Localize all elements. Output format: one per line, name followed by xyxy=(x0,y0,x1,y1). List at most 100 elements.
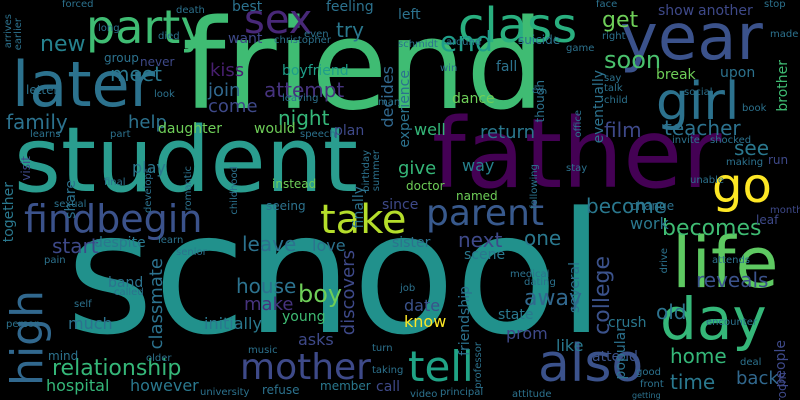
word-old: old xyxy=(656,300,687,324)
word-dating: dating xyxy=(524,277,556,288)
word-senior: senior xyxy=(176,247,207,258)
word-way: way xyxy=(462,156,495,175)
word-band: band xyxy=(108,275,144,291)
word-call: call xyxy=(376,379,401,395)
word-girl: girl xyxy=(656,72,740,132)
word-music: music xyxy=(248,345,278,356)
word-help: help xyxy=(128,112,167,133)
word-know: know xyxy=(404,312,447,331)
word-next: next xyxy=(458,228,503,252)
word-school: school xyxy=(66,176,605,372)
word-front: front xyxy=(640,379,664,390)
word-return: return xyxy=(480,122,536,143)
word-learn: learn xyxy=(158,235,184,246)
word-several: several xyxy=(567,262,583,314)
word-classmate: classmate xyxy=(146,258,167,350)
word-deal: deal xyxy=(740,357,762,368)
word-schmidt: schmidt xyxy=(398,39,438,50)
word-much: much xyxy=(68,314,113,333)
word-right: right xyxy=(602,31,626,42)
word-plan: plan xyxy=(334,123,365,139)
word-video: video xyxy=(410,389,438,400)
word-around: around xyxy=(446,37,482,48)
word-hospital: hospital xyxy=(46,376,110,395)
word-group: group xyxy=(104,51,139,65)
word-good: good xyxy=(636,367,661,378)
word-young: young xyxy=(282,309,326,325)
word-say: say xyxy=(604,73,622,84)
word-day: day xyxy=(660,285,767,353)
word-christopher: christopher xyxy=(274,35,331,46)
word-try: try xyxy=(336,18,364,42)
word-boyfriend: boyfriend xyxy=(282,63,349,79)
word-dance: dance xyxy=(452,91,495,107)
word-friendship: friendship xyxy=(457,286,473,356)
word-talk: talk xyxy=(604,83,623,94)
word-older: older xyxy=(146,353,172,364)
word-family: family xyxy=(6,110,68,134)
word-reveals: reveals xyxy=(696,268,769,292)
word-parent: parent xyxy=(426,193,545,234)
word-run: run xyxy=(768,153,789,167)
word-meet: meet xyxy=(110,62,162,86)
word-house: house xyxy=(236,274,297,298)
word-job: job xyxy=(400,283,416,294)
word-sister: sister xyxy=(392,235,431,251)
word-break: break xyxy=(656,67,696,83)
word-game: game xyxy=(566,43,595,54)
word-getting: getting xyxy=(632,391,661,400)
word-death: death xyxy=(176,5,205,16)
word-room: room xyxy=(775,372,789,400)
word-visit: visit xyxy=(19,156,33,181)
word-work: work xyxy=(630,214,669,233)
word-teacher: teacher xyxy=(664,116,741,140)
word-one: one xyxy=(524,226,562,250)
word-develops: develops xyxy=(143,168,154,214)
word-play: play xyxy=(132,158,166,177)
word-leaf: leaf xyxy=(756,213,779,227)
word-another: another xyxy=(698,3,753,19)
word-turn: turn xyxy=(372,343,393,354)
word-called: called xyxy=(114,287,144,298)
word-join: join xyxy=(208,80,241,101)
word-instead: instead xyxy=(272,177,317,191)
word-part: part xyxy=(110,129,131,140)
word-making: making xyxy=(726,157,764,168)
word-leave: leave xyxy=(242,232,297,256)
word-would: would xyxy=(254,121,296,137)
word-drive: drive xyxy=(659,248,670,274)
word-new: new xyxy=(40,32,86,57)
word-childhood: childhood xyxy=(229,166,240,215)
word-tell: tell xyxy=(408,342,474,391)
word-upon: upon xyxy=(720,65,756,81)
word-summer: summer xyxy=(371,150,382,192)
word-start: start xyxy=(52,234,99,258)
word-like: like xyxy=(556,336,584,355)
word-crush: crush xyxy=(608,315,647,331)
word-never: never xyxy=(140,55,175,69)
word-night: night xyxy=(278,106,330,130)
word-discovers: discovers xyxy=(338,250,359,336)
word-since: since xyxy=(382,197,419,213)
word-unable: unable xyxy=(690,175,725,186)
word-boy: boy xyxy=(298,280,343,308)
word-class: class xyxy=(458,0,578,54)
word-best: best xyxy=(232,0,263,15)
word-ex: ex xyxy=(532,85,544,96)
word-feeling: feeling xyxy=(326,0,374,15)
word-seeing: seeing xyxy=(266,199,306,213)
word-learns: learns xyxy=(30,129,61,140)
word-medical: medical xyxy=(510,269,550,280)
word-sex: sex xyxy=(244,0,313,43)
word-soon: soon xyxy=(604,46,662,74)
word-year: year xyxy=(620,1,763,75)
word-refuse: refuse xyxy=(262,383,300,397)
word-university: university xyxy=(200,387,250,398)
word-experience: experience xyxy=(397,70,413,148)
word-together: together xyxy=(1,182,17,243)
word-even: even xyxy=(304,29,329,40)
word-however: however xyxy=(130,376,199,395)
word-love: love xyxy=(312,236,346,255)
word-leaving: leaving xyxy=(282,93,319,104)
word-daughter: daughter xyxy=(158,121,222,137)
